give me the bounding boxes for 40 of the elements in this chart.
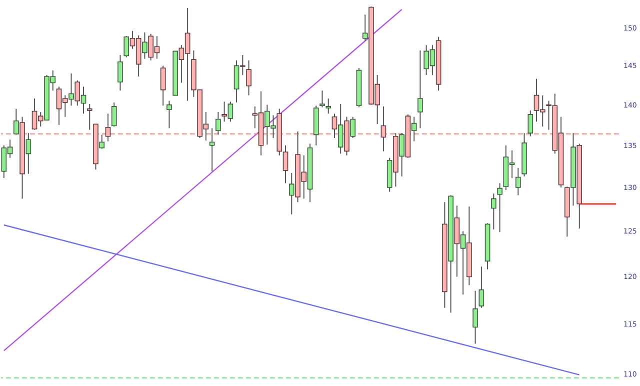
candlestick [142, 32, 148, 60]
candlestick [528, 110, 534, 137]
candlestick [338, 104, 344, 154]
candlestick [418, 50, 423, 129]
candlestick [515, 167, 521, 196]
candlestick [74, 80, 80, 106]
candlestick [14, 108, 19, 136]
candlestick [234, 60, 240, 103]
candlestick [209, 128, 215, 172]
candlestick [222, 101, 227, 122]
candlestick [282, 144, 288, 184]
candlestick [288, 172, 294, 215]
candlestick [326, 98, 332, 114]
candlestick [332, 113, 338, 138]
candlestick [411, 116, 417, 142]
candlestick [478, 266, 484, 308]
candlestick [160, 65, 166, 106]
candlestick [497, 182, 502, 233]
candlestick [216, 112, 221, 136]
candlestick [124, 36, 129, 58]
candlestick [491, 193, 496, 230]
candlestick [240, 54, 246, 76]
candlestick [399, 132, 404, 177]
candlestick [111, 102, 117, 128]
candlestick [118, 54, 123, 92]
candlestick [246, 60, 252, 96]
candlestick [68, 72, 74, 106]
candlestick [472, 290, 478, 344]
candlestick [460, 230, 466, 296]
candlestick [86, 104, 92, 130]
candlestick [166, 100, 172, 129]
candlestick [228, 101, 234, 122]
candlestick [320, 90, 325, 108]
candlestick [26, 132, 32, 174]
candlestick [80, 86, 86, 114]
candlestick [105, 113, 111, 142]
candlestick [380, 106, 386, 152]
candlestick [99, 134, 105, 150]
candlestick [362, 14, 368, 42]
candlestick [350, 116, 356, 138]
